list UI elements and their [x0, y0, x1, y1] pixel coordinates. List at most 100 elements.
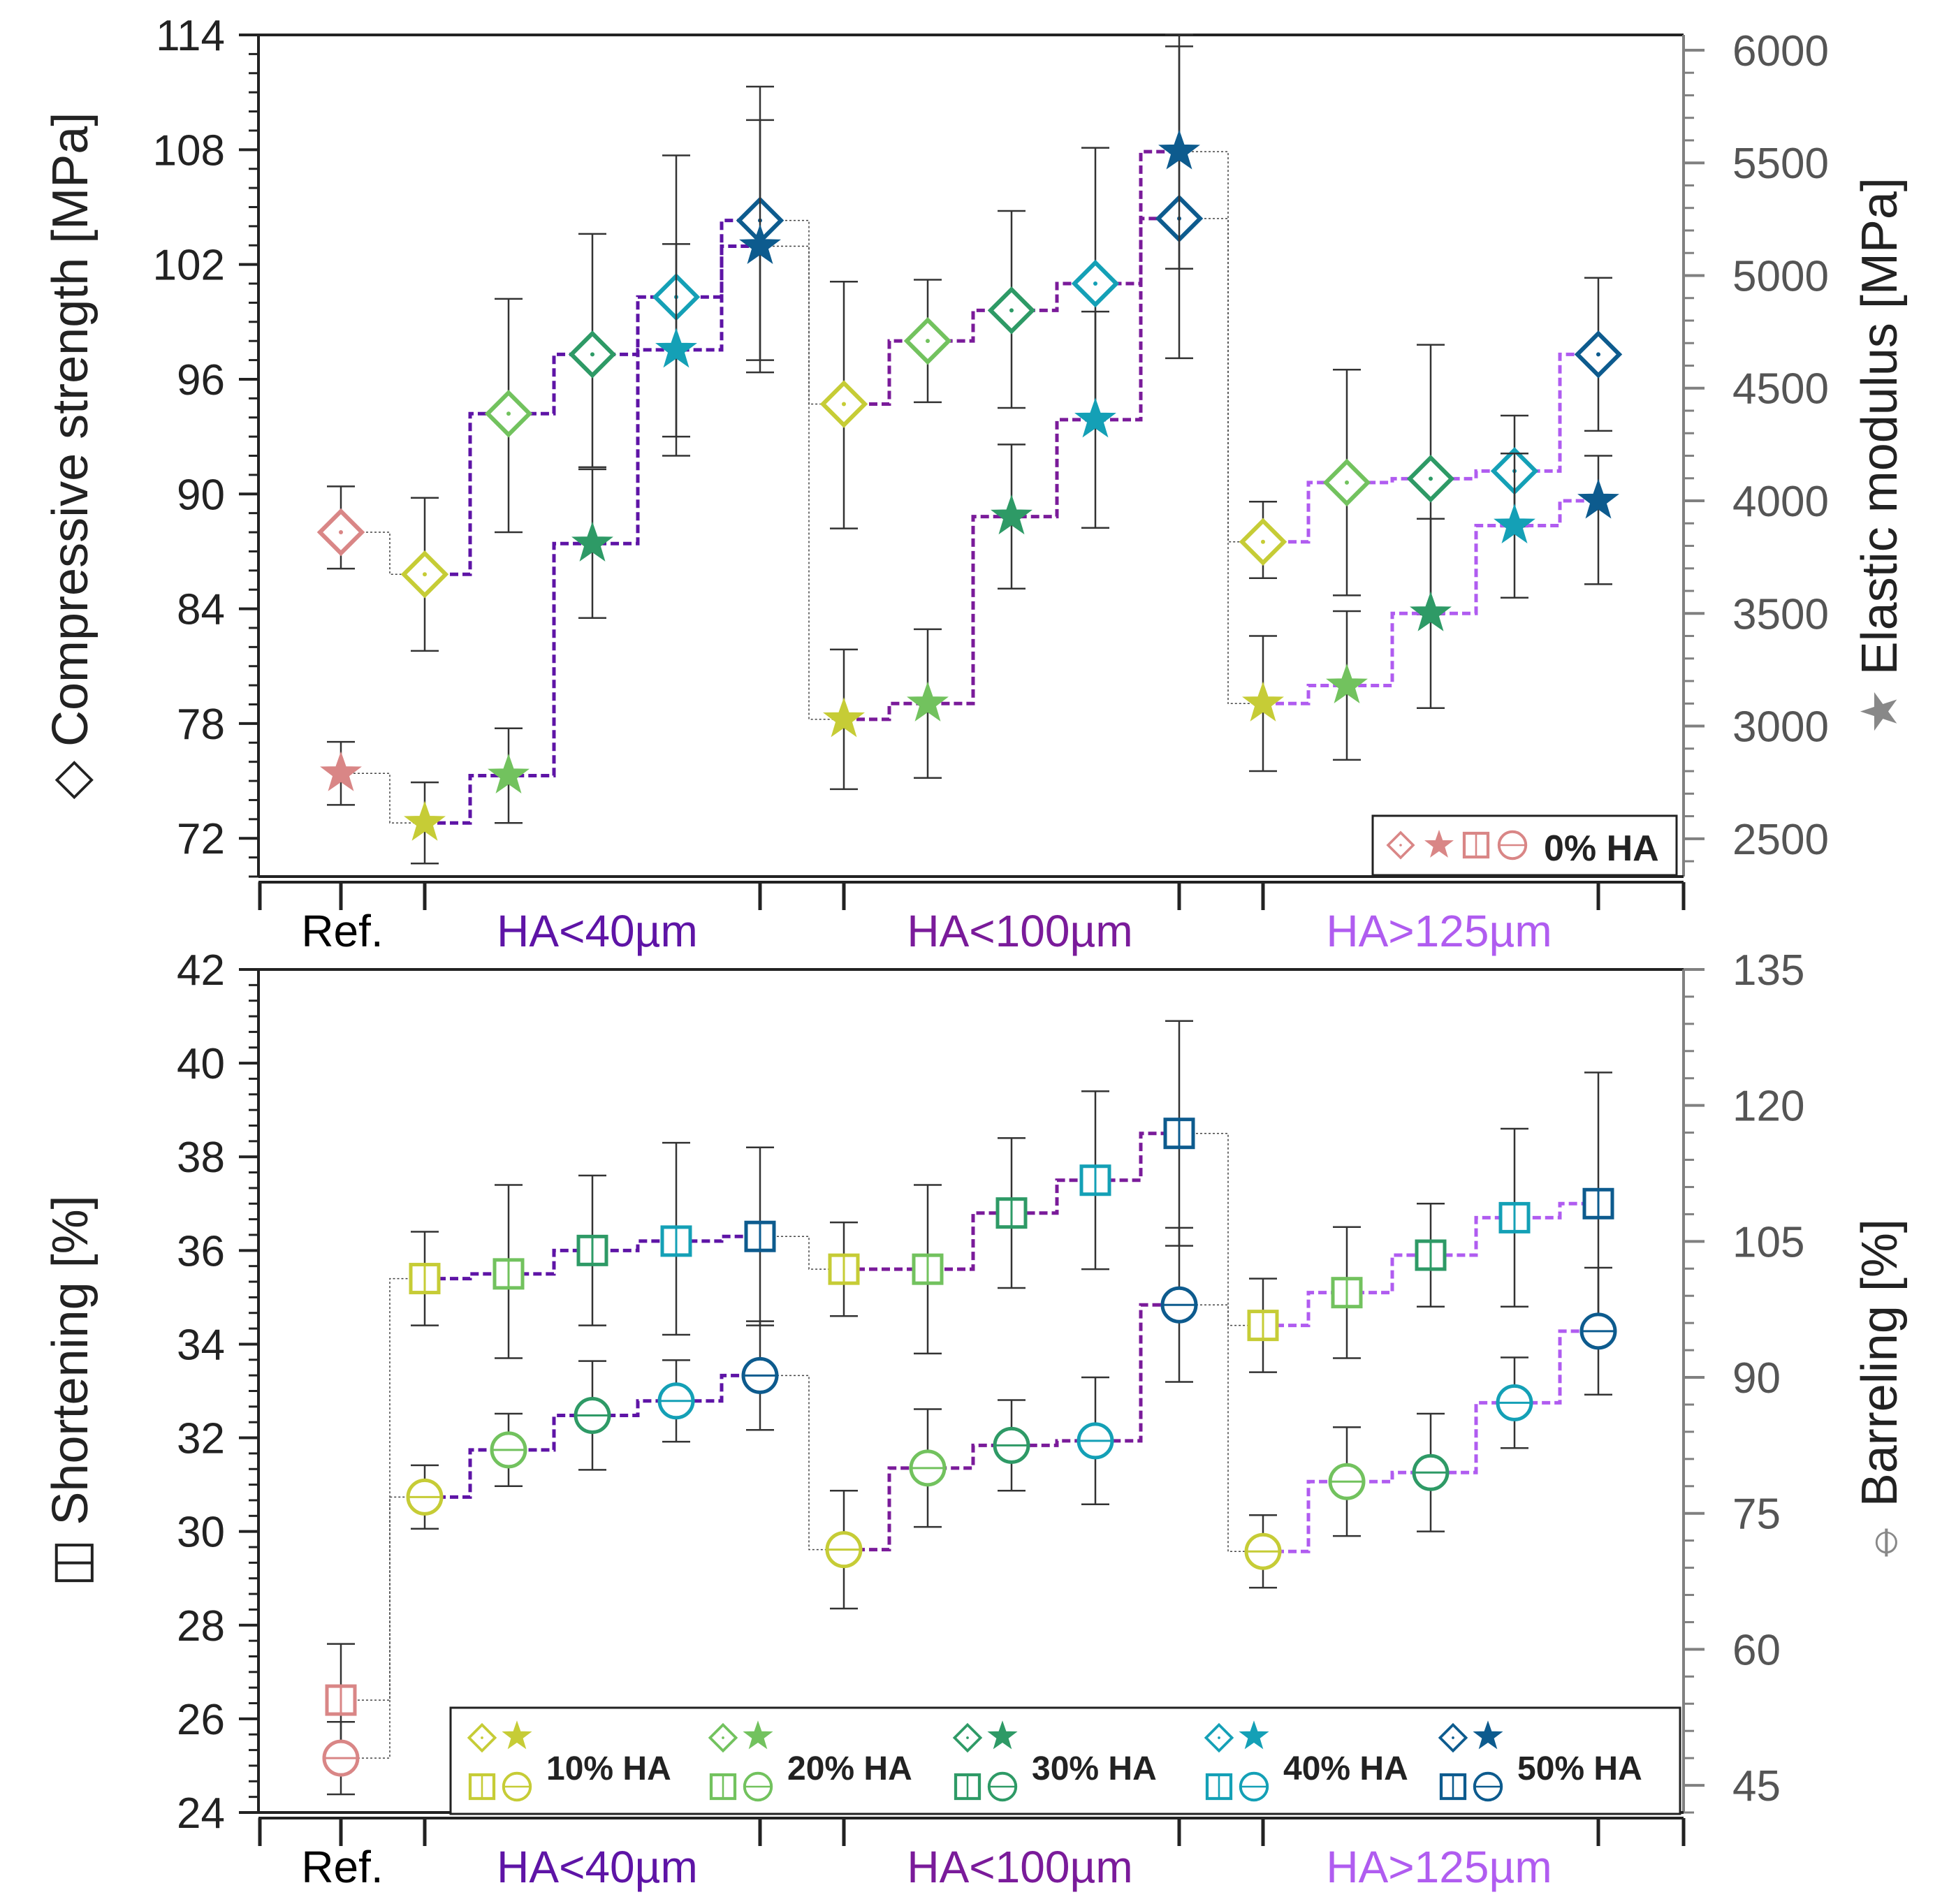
right-tick-label: 135: [1732, 946, 1804, 995]
reference-connector: [760, 245, 844, 720]
circle-point: [322, 1739, 360, 1777]
star-point: [1326, 663, 1368, 704]
diamond-point-dot: [339, 530, 343, 535]
star-point: [1410, 591, 1452, 631]
square-point: [1079, 1164, 1111, 1196]
circle-point: [406, 1478, 444, 1516]
reference-connector: [341, 1277, 425, 1701]
legend-circle-icon: [502, 1771, 532, 1802]
legend-diamond-icon-dot: [966, 1736, 969, 1739]
star-point-shape: [991, 495, 1032, 535]
left-tick-label: 40: [177, 1040, 225, 1088]
star-point: [1242, 681, 1284, 722]
right-tick-label: 90: [1732, 1354, 1781, 1403]
star-point: [907, 681, 949, 722]
legend-diamond-icon-dot: [722, 1736, 724, 1739]
right-axis-title: ★ Elastic modulus [MPa]: [1852, 177, 1908, 734]
legend-diamond-icon-dot: [1399, 844, 1402, 847]
diamond-point-dot: [1345, 480, 1349, 485]
square-point: [576, 1234, 608, 1266]
step-line-0: [425, 219, 760, 576]
legend-diamond-icon: [1386, 830, 1415, 860]
star-point: [1577, 478, 1619, 519]
circle-point: [909, 1449, 947, 1487]
left-tick-label: 38: [177, 1134, 225, 1182]
legend-square-icon: [709, 1773, 737, 1801]
star-point: [823, 697, 865, 738]
x-group-label: HA<40µm: [497, 906, 698, 956]
legend-item: 20% HA: [708, 1720, 912, 1802]
diamond-point-dot: [1093, 281, 1097, 286]
star-point-shape: [1242, 681, 1284, 722]
legend-star-icon-shape: [1424, 829, 1454, 858]
reference-connector: [341, 772, 425, 823]
left-tick-label: 96: [177, 356, 225, 404]
left-tick-label: 102: [153, 242, 225, 290]
diamond-point: [1574, 330, 1623, 379]
x-group-label: Ref.: [301, 1842, 383, 1892]
legend-label: 40% HA: [1283, 1750, 1408, 1787]
reference-connector: [760, 219, 844, 405]
square-point: [660, 1225, 692, 1257]
series-shortening: [325, 1020, 1614, 1762]
legend-diamond-icon: [1204, 1722, 1234, 1753]
left-tick-label: 72: [177, 815, 225, 863]
legend-star-icon: [743, 1720, 773, 1750]
series-elastic-modulus: [320, 34, 1619, 865]
star-point-shape: [1577, 478, 1619, 519]
circle-point: [993, 1426, 1030, 1464]
circle-point: [1412, 1453, 1450, 1491]
diamond-point: [987, 286, 1036, 335]
left-axis-title: ◫ Shortening [%]: [43, 1195, 98, 1586]
left-axis-symbol: ◇: [43, 747, 98, 799]
circle-point: [825, 1531, 863, 1569]
circle-point: [1496, 1384, 1533, 1421]
legend-label: 0% HA: [1544, 828, 1659, 869]
diamond-point: [316, 508, 365, 557]
left-tick-label: 42: [177, 946, 225, 995]
square-point: [492, 1258, 525, 1290]
left-tick-label: 84: [177, 586, 225, 634]
legend-item: 40% HA: [1204, 1720, 1408, 1802]
left-tick-label: 34: [177, 1321, 225, 1369]
right-tick-label: 2500: [1732, 816, 1829, 864]
circle-point: [1244, 1532, 1282, 1570]
square-point: [1163, 1118, 1195, 1150]
star-point-shape: [404, 800, 446, 841]
legend-label: 50% HA: [1517, 1750, 1642, 1787]
legend-star-icon: [1239, 1720, 1269, 1750]
star-point: [1494, 503, 1535, 544]
star-point: [320, 751, 362, 791]
circle-point: [741, 1356, 779, 1394]
left-tick-label: 26: [177, 1696, 225, 1744]
x-group-label: HA<40µm: [497, 1842, 698, 1892]
star-point-shape: [1326, 663, 1368, 704]
reference-connector: [1179, 151, 1263, 705]
reference-connector: [760, 1375, 844, 1551]
star-point: [488, 753, 530, 794]
square-point: [1582, 1187, 1614, 1220]
circle-point: [574, 1397, 611, 1435]
diamond-point: [1322, 458, 1371, 507]
legend-square-icon: [1205, 1773, 1233, 1801]
legend-square-icon: [1462, 831, 1490, 859]
right-axis-symbol: ★: [1852, 675, 1908, 734]
legend-item: 30% HA: [952, 1720, 1157, 1802]
circle-point: [1076, 1422, 1114, 1460]
left-axis-label: Compressive strength [MPa]: [43, 112, 98, 747]
x-group-label: Ref.: [301, 906, 383, 956]
diamond-point-dot: [1261, 539, 1265, 544]
legend-circle-icon: [743, 1771, 773, 1802]
reference-connector: [1179, 218, 1263, 543]
circle-point: [657, 1382, 695, 1420]
top-panel: 72 78 84 90 96 102 108 114 2500 3000 3500 4000 4500 5…: [43, 12, 1908, 956]
star-point: [404, 800, 446, 841]
left-axis-label: Shortening [%]: [43, 1195, 98, 1525]
diamond-point: [1239, 518, 1287, 566]
step-line-0: [425, 1373, 760, 1499]
star-point: [739, 224, 781, 265]
legend-square-icon: [1439, 1773, 1467, 1801]
legend-diamond-icon-dot: [1452, 1736, 1454, 1739]
circle-point: [1579, 1312, 1617, 1350]
